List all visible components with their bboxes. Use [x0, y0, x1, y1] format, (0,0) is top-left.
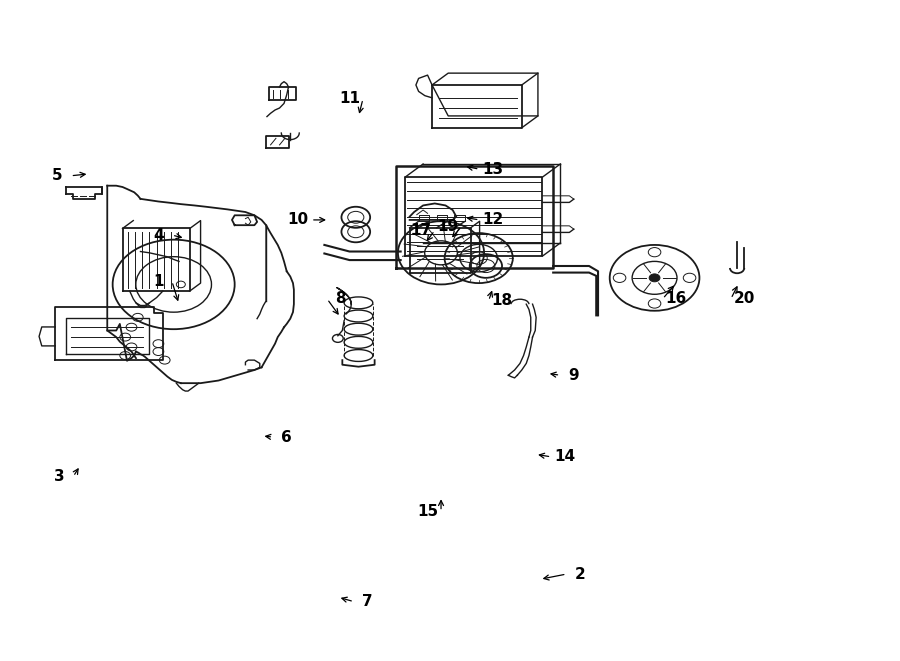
- Text: 8: 8: [335, 292, 346, 307]
- Text: 6: 6: [282, 430, 292, 445]
- Text: 9: 9: [569, 368, 579, 383]
- Text: 13: 13: [482, 162, 504, 176]
- Text: 3: 3: [54, 469, 65, 484]
- Text: 20: 20: [734, 292, 755, 307]
- Text: 7: 7: [362, 594, 373, 609]
- Text: 17: 17: [410, 223, 432, 238]
- Text: 18: 18: [491, 293, 513, 309]
- Text: 15: 15: [417, 504, 438, 519]
- Text: 19: 19: [437, 219, 459, 234]
- Circle shape: [649, 274, 660, 282]
- Text: 11: 11: [339, 91, 360, 106]
- Text: 10: 10: [287, 212, 308, 227]
- Text: 1: 1: [153, 274, 164, 289]
- Text: 16: 16: [665, 292, 687, 307]
- Text: 2: 2: [575, 566, 586, 582]
- Text: 4: 4: [153, 227, 164, 243]
- Text: 5: 5: [51, 169, 62, 183]
- Text: 12: 12: [482, 212, 504, 227]
- Text: 14: 14: [554, 449, 575, 465]
